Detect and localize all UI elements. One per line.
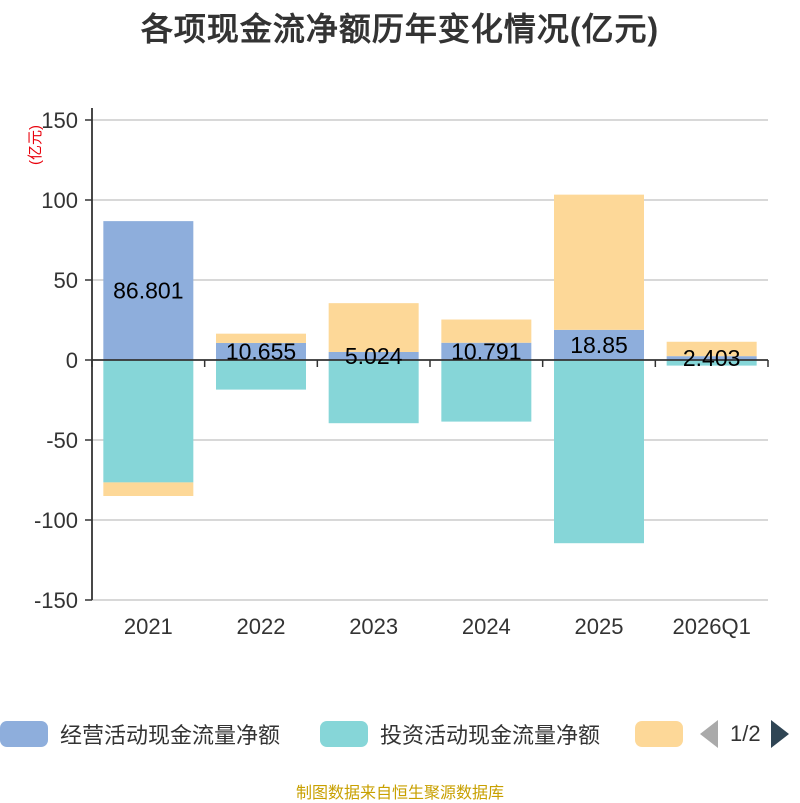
legend-swatch-operating [0,721,48,747]
x-tick-label-2023: 2023 [349,614,398,639]
legend-label-operating: 经营活动现金流量净额 [60,723,281,748]
bar-operating-2026Q1 [666,356,757,360]
data-labels: 86.801 10.655 5.024 10.791 18.85 2.403 [113,278,740,372]
y-tick-label-0: 0 [66,348,78,373]
y-tick-label-100: 100 [41,188,78,213]
x-tick-label-2021: 2021 [124,614,173,639]
y-tick-label--100: -100 [34,508,78,533]
source-note: 制图数据来自恒生聚源数据库 [295,785,504,802]
x-tick-label-2022: 2022 [237,614,286,639]
x-tick-label-2026Q1: 2026Q1 [673,614,751,639]
y-tick-label-150: 150 [41,108,78,133]
bar-financing-2022 [216,333,306,343]
legend-pager: 1/2 [700,716,789,752]
bar-operating-2023 [328,351,419,360]
y-tick-labels: 150 100 50 0 -50 -100 -150 [34,108,78,613]
data-label-2023: 5.024 [345,343,403,369]
bar-investing-2026Q1 [666,360,757,366]
legend-page-indicator: 1/2 [730,721,761,746]
x-tick-label-2025: 2025 [575,614,624,639]
axes [91,108,769,600]
bar-operating-2022 [216,342,306,360]
y-tick-label-50: 50 [54,268,78,293]
bar-investing-2023 [328,360,419,424]
data-label-2021: 86.801 [113,278,183,304]
data-label-2025: 18.85 [570,332,628,358]
bar-investing-2022 [216,360,306,390]
bar-investing-2024 [441,360,532,422]
legend-item-financing[interactable] [635,716,695,752]
bar-investing-2025 [554,360,644,544]
bar-financing-2024 [441,319,532,343]
bars [103,194,757,544]
legend-label-investing: 投资活动现金流量净额 [380,723,601,748]
data-label-2026Q1: 2.403 [683,345,741,371]
bar-financing-2023 [328,303,419,352]
legend-item-operating[interactable]: 经营活动现金流量净额 [0,716,280,752]
bar-financing-2025 [554,194,644,330]
bar-financing-2021 [103,482,194,496]
bar-investing-2021 [103,360,194,483]
data-label-2022: 10.655 [226,338,296,364]
legend-swatch-financing [635,721,683,747]
y-tick-label--50: -50 [46,428,78,453]
bar-operating-2024 [441,342,532,360]
bar-operating-2021 [103,221,194,360]
legend: 经营活动现金流量净额 投资活动现金流量净额 1/2 [0,716,800,756]
legend-swatch-investing [320,721,368,747]
y-tick-label--150: -150 [34,588,78,613]
bar-financing-2026Q1 [666,341,757,357]
y-unit-label: (亿元) [27,125,44,165]
bar-operating-2025 [554,329,644,360]
x-tick-labels: 2021 2022 2023 2024 2025 2026Q1 [124,614,751,639]
legend-prev-icon[interactable] [700,720,718,748]
legend-next-icon[interactable] [770,720,789,748]
chart-title: 各项现金流净额历年变化情况(亿元) [140,11,660,47]
gridlines [85,119,768,601]
x-tick-label-2024: 2024 [462,614,511,639]
data-label-2024: 10.791 [451,338,521,364]
legend-item-investing[interactable]: 投资活动现金流量净额 [320,716,600,752]
